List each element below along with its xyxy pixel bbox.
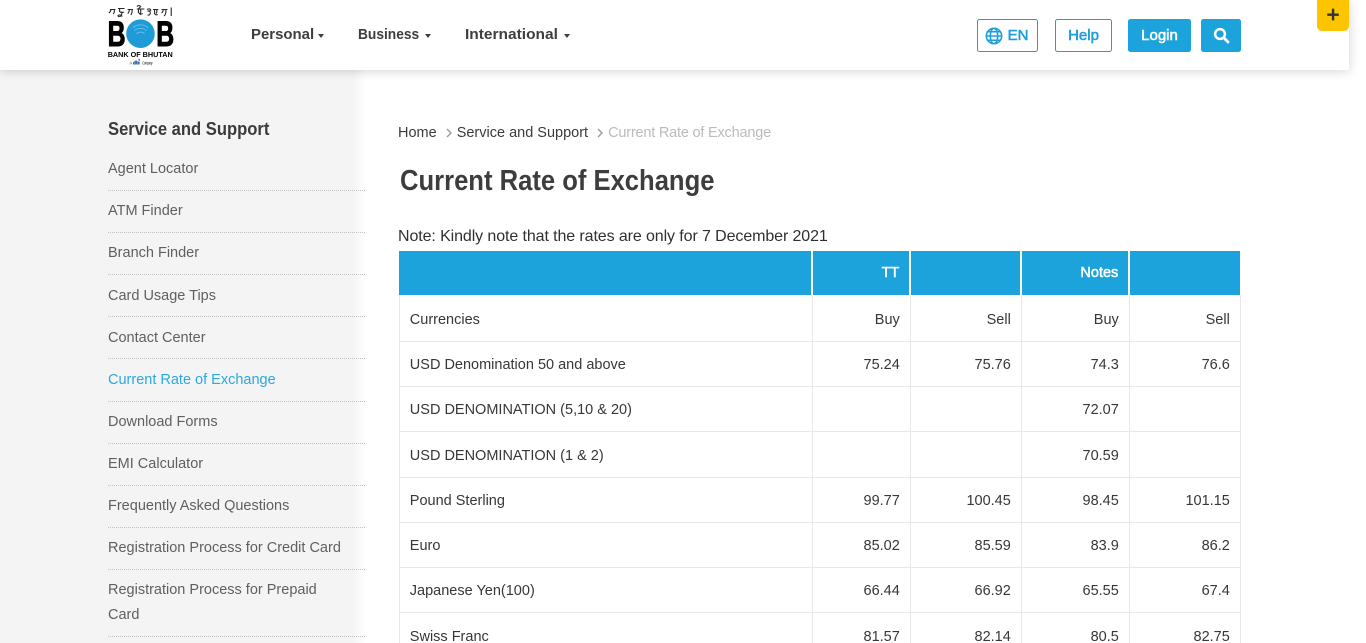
svg-text:Company: Company <box>142 60 154 65</box>
svg-text:A dhi: A dhi <box>129 60 138 65</box>
svg-text:B: B <box>156 15 174 54</box>
svg-text:B: B <box>108 15 126 54</box>
svg-text:BANK OF BHUTAN: BANK OF BHUTAN <box>108 50 173 59</box>
svg-text:dhi: dhi <box>133 61 140 67</box>
